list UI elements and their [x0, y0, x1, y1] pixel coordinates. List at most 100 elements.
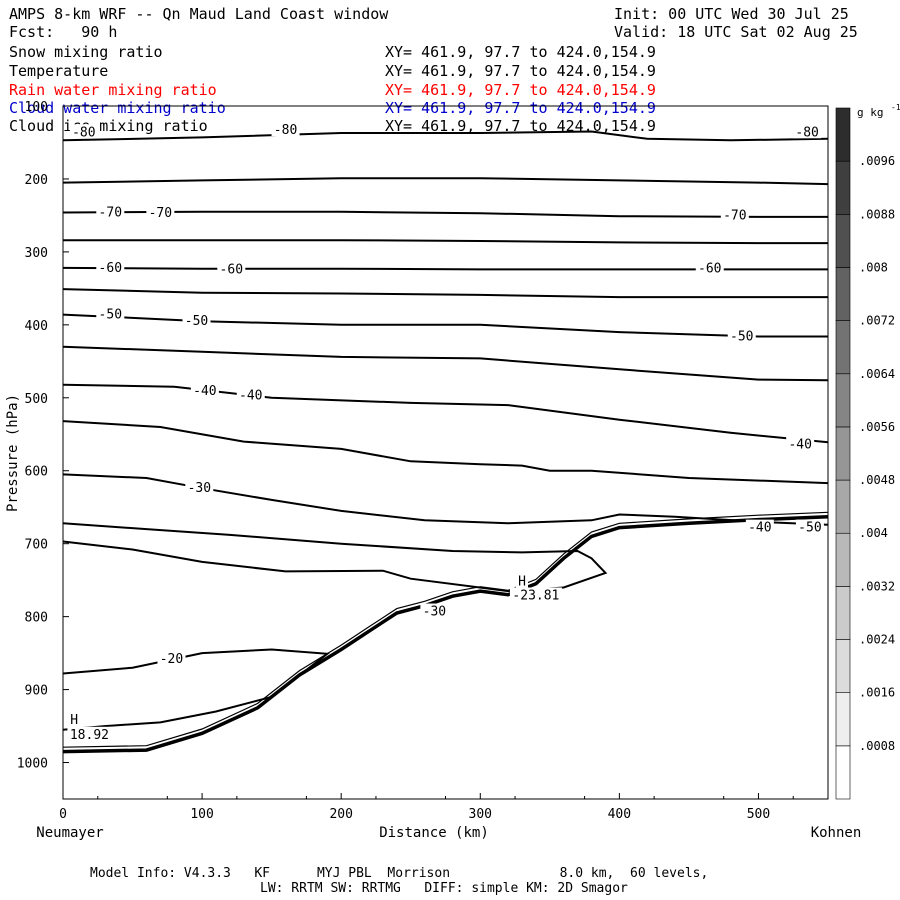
y-tick-label: 400	[25, 319, 48, 334]
y-tick-label: 700	[25, 538, 48, 553]
y-tick-label: 1000	[17, 757, 48, 772]
plot-area: 0 100 200 300 400 500 100 200 300 400 500 600 700 800…	[17, 100, 829, 822]
x-tick-label: 400	[608, 807, 631, 822]
colorbar-bin	[835, 373, 851, 428]
colorbar-level-label: .0088	[859, 207, 895, 221]
contour-label: -30	[423, 605, 446, 620]
colorbar-unit-label: g kg	[857, 106, 884, 119]
colorbar-level-label: .004	[859, 526, 888, 540]
colorbar-bin	[835, 692, 851, 747]
y-tick-label: 200	[25, 173, 48, 188]
colorbar-bin	[835, 214, 851, 268]
contour-label: -23.81	[512, 588, 559, 603]
contour-label-bg	[96, 306, 125, 321]
contour-label: -50	[730, 330, 753, 345]
contour-label: -80	[72, 125, 95, 140]
contour-label-bg	[190, 383, 219, 398]
contour-label-bg	[795, 519, 824, 534]
model-info-line2: LW: RRTM SW: RRTMG DIFF: simple KM: 2D S…	[260, 881, 628, 896]
contour-label: 18.92	[70, 728, 109, 743]
isotherm-contour-m25	[62, 522, 608, 593]
field-name-cloud-water: Cloud water mixing ratio	[9, 99, 226, 117]
contour-label: -50	[99, 308, 122, 323]
contour-label: -20	[160, 652, 183, 667]
colorbar-bin	[835, 586, 851, 640]
contour-label: -60	[698, 262, 721, 277]
plot-frame	[62, 105, 829, 800]
valid-time: Valid: 18 UTC Sat 02 Aug 25	[614, 23, 858, 41]
isotherm-contour-m35	[62, 420, 829, 485]
field-xy-temperature: XY= 461.9, 97.7 to 424.0,154.9	[385, 62, 656, 80]
x-tick-label: 500	[747, 807, 770, 822]
x-right-station-label: Kohnen	[811, 825, 862, 841]
field-xy-snow: XY= 461.9, 97.7 to 424.0,154.9	[385, 43, 656, 61]
contour-label: -70	[149, 206, 172, 221]
forecast-hour: Fcst: 90 h	[9, 23, 118, 41]
contour-label-bg	[745, 519, 774, 534]
contour-label: -40	[193, 384, 216, 399]
colorbar-bin	[835, 320, 851, 375]
model-info-line1: Model Info: V4.3.3 KF MYJ PBL Morrison 8…	[90, 866, 709, 881]
y-tick-label: 600	[25, 465, 48, 480]
field-name-snow: Snow mixing ratio	[9, 43, 163, 61]
colorbar-bin	[835, 479, 851, 534]
isotherm-contour-m50	[62, 313, 828, 338]
colorbar-bin	[835, 639, 851, 693]
colorbar-bin	[835, 745, 851, 800]
contour-label: H	[518, 575, 526, 590]
isotherm-contour-m45	[62, 345, 829, 382]
x-tick-label: 200	[329, 807, 352, 822]
x-axis-label: Distance (km)	[379, 825, 489, 841]
isotherm-contour-m70	[62, 210, 828, 218]
contour-label-bg	[96, 259, 125, 274]
contour-label-bg	[509, 587, 562, 602]
contour-label-bg	[516, 573, 528, 588]
colorbar-bin	[835, 532, 851, 587]
colorbar-bin	[835, 426, 851, 481]
plot-title: AMPS 8-km WRF -- Qn Maud Land Coast wind…	[9, 5, 389, 23]
colorbar-level-label: .0024	[859, 633, 895, 647]
colorbar-unit-exponent: -1	[891, 103, 900, 112]
y-tick-label: 500	[25, 392, 48, 407]
colorbar-level-label: .0016	[859, 686, 895, 700]
contour-label-bg	[96, 204, 125, 219]
isotherm-contour-m55	[62, 288, 828, 299]
colorbar-level-label: .0064	[859, 367, 895, 381]
contour-label-bg	[727, 328, 756, 343]
contour-label: -50	[185, 314, 208, 329]
contour-label: -80	[274, 123, 297, 138]
colorbar-bin	[835, 160, 851, 215]
contour-label-bg	[236, 387, 265, 402]
isotherm-contour-m60	[62, 266, 828, 271]
contour-label-bg	[68, 712, 81, 727]
contour-label: -70	[723, 208, 746, 223]
contour-label: -60	[220, 262, 243, 277]
colorbar-level-label: .0032	[859, 579, 895, 593]
contour-label-bg	[695, 260, 724, 275]
contour-label: -40	[748, 521, 771, 536]
init-time: Init: 00 UTC Wed 30 Jul 25	[614, 5, 849, 23]
contour-label-bg	[67, 726, 112, 741]
contour-label: -50	[798, 521, 821, 536]
y-axis-label: Pressure (hPa)	[5, 394, 21, 512]
colorbar-level-label: .0056	[859, 420, 895, 434]
y-tick-label: 900	[25, 684, 48, 699]
colorbar-level-label: .0096	[859, 154, 895, 168]
contour-label: -40	[788, 437, 811, 452]
y-tick-label: 100	[25, 100, 48, 115]
isotherm-contour-m20	[62, 648, 330, 731]
contour-label: -70	[99, 206, 122, 221]
x-tick-label: 100	[190, 807, 213, 822]
colorbar-level-label: .0008	[859, 739, 895, 753]
colorbar-bin	[835, 267, 851, 321]
contour-label: -80	[795, 125, 818, 140]
surface-contour	[62, 514, 829, 754]
contour-label-bg	[182, 313, 211, 328]
isotherm-contour-m40	[62, 383, 829, 444]
contour-label-bg	[786, 436, 815, 451]
contour-label: H	[70, 713, 78, 728]
contour-label-bg	[185, 480, 214, 495]
colorbar-level-label: .0048	[859, 473, 895, 487]
contour-label: -60	[99, 261, 122, 276]
